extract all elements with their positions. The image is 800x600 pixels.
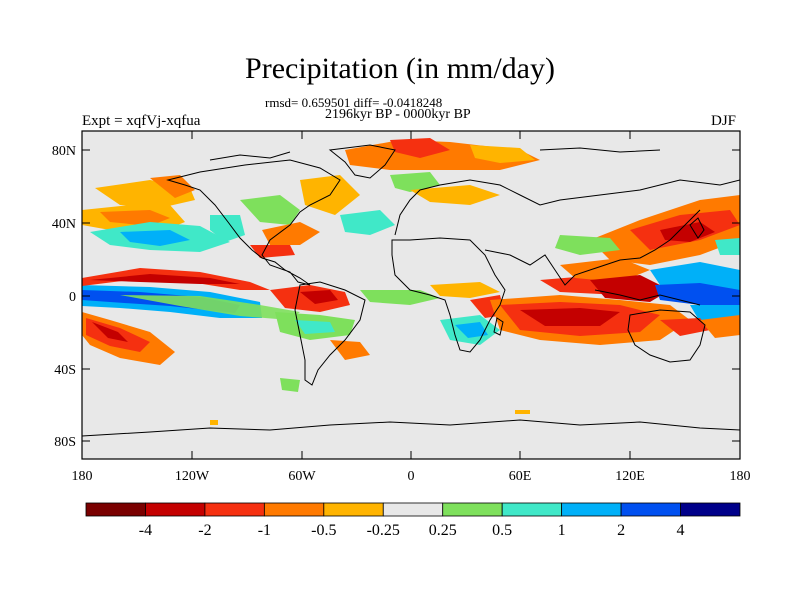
colorbar-label: -0.5 [311, 522, 336, 539]
colorbar-label: 1 [558, 522, 566, 539]
coastlines [82, 144, 740, 437]
colorbar-label: -4 [139, 522, 152, 539]
colorbar-swatch [323, 502, 384, 517]
colorbar-label: 0.25 [429, 522, 457, 539]
colorbar-swatch [442, 502, 503, 517]
lon-tick-marks [81, 131, 631, 459]
colorbar-swatch [382, 502, 444, 517]
lat-label-0: 0 [69, 290, 76, 305]
colorbar-swatch [680, 502, 741, 517]
colorbar-label: -2 [198, 522, 211, 539]
period-line: 2196kyr BP - 0000kyr BP [325, 107, 471, 122]
colorbar-swatch [620, 502, 681, 517]
season-label: DJF [711, 113, 737, 129]
stats-line: rmsd= 0.659501 diff= -0.0418248 [265, 95, 443, 110]
colorbar-swatch [204, 502, 265, 517]
colorbar-swatch [561, 502, 622, 517]
lon-label-120w: 120W [175, 469, 210, 484]
colorbar-swatch [85, 502, 146, 517]
colorbar-label: -1 [258, 522, 271, 539]
colorbar-label: 2 [617, 522, 625, 539]
lon-label-60w: 60W [288, 469, 316, 484]
lat-label-40n: 40N [52, 217, 76, 232]
lat-label-40s: 40S [54, 363, 76, 378]
colorbar-label: -0.25 [367, 522, 400, 539]
colorbar-swatch [501, 502, 563, 517]
colorbar-swatch [145, 502, 206, 517]
lat-label-80n: 80N [52, 144, 76, 159]
lon-label-0: 0 [408, 469, 415, 484]
lat-label-80s: 80S [54, 435, 76, 450]
colorbar [85, 502, 741, 517]
lat-tick-marks [82, 149, 740, 442]
lon-label-180e: 180 [730, 469, 751, 484]
lon-label-60e: 60E [509, 469, 532, 484]
colorbar-swatch [263, 502, 325, 517]
colorbar-label: 4 [677, 522, 685, 539]
precip-anomaly-field [82, 138, 740, 425]
map-title: Precipitation (in mm/day) [245, 52, 555, 85]
colorbar-label: 0.5 [492, 522, 512, 539]
lon-label-120e: 120E [615, 469, 645, 484]
colorbar-labels: -4 -2 -1 -0.5 -0.25 0.25 0.5 1 2 4 [139, 522, 685, 539]
lon-label-180w: 180 [72, 469, 93, 484]
experiment-label: Expt = xqfVj-xqfua [82, 113, 201, 129]
